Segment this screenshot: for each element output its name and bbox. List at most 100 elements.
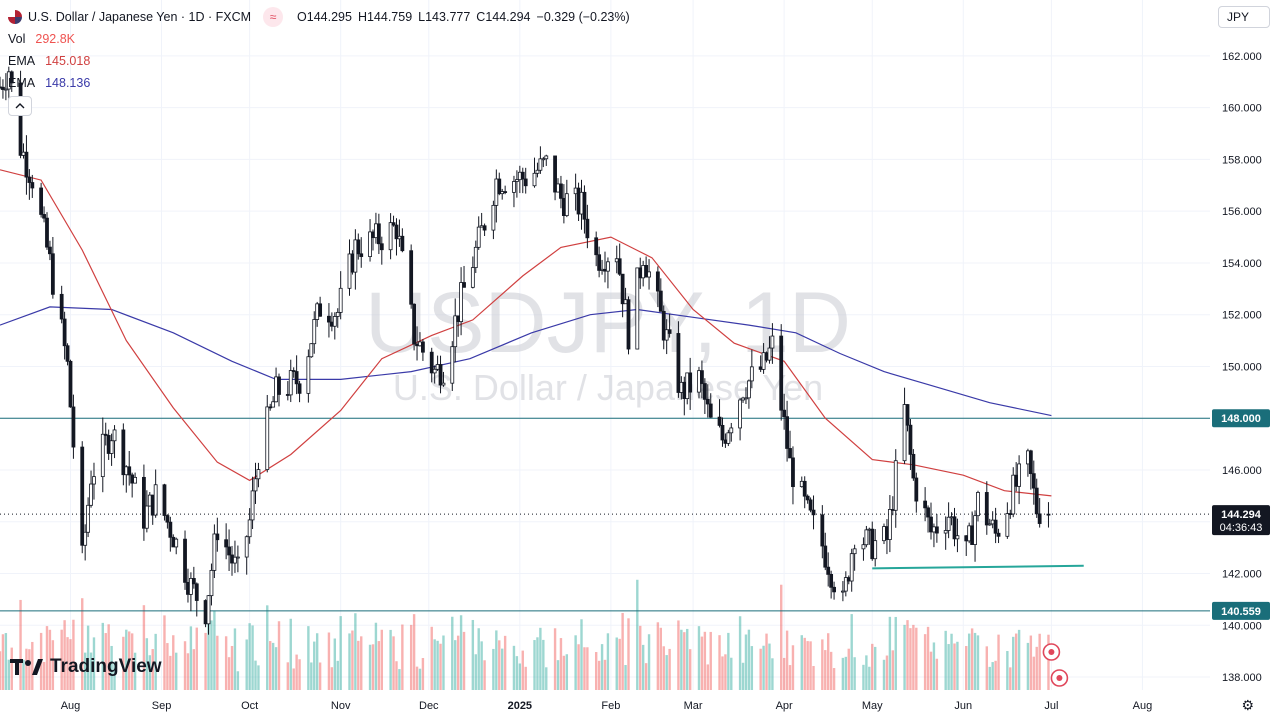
volume-bar — [169, 655, 172, 690]
volume-bar — [780, 584, 783, 690]
volume-bar — [380, 629, 383, 690]
volume-bar — [600, 644, 604, 690]
candle-body — [873, 540, 878, 560]
volume-bar — [69, 639, 72, 690]
volume-bar — [45, 626, 49, 690]
volume-bar — [315, 633, 319, 690]
volume-bar — [1, 634, 5, 690]
volume-bar — [871, 643, 874, 690]
candle-body — [840, 590, 845, 593]
volume-bar — [909, 628, 912, 690]
candle-body — [717, 416, 722, 426]
volume-bar — [615, 637, 618, 690]
candle-body — [45, 217, 49, 248]
candle-body — [553, 155, 557, 193]
candle-body — [943, 530, 948, 534]
price-tick-label: 160.000 — [1222, 103, 1262, 115]
volume-bar — [60, 629, 63, 690]
candle-body — [459, 282, 463, 322]
volume-bar — [606, 633, 610, 690]
volume-bar — [703, 631, 707, 690]
symbol-title[interactable]: U.S. Dollar / Japanese Yen · 1D · FXCM — [28, 10, 252, 24]
volume-bar — [451, 616, 454, 690]
indicators-badge-icon[interactable]: ≈ — [263, 7, 284, 27]
volume-bar — [515, 656, 519, 690]
candle-body — [538, 158, 543, 171]
volume-bar — [747, 629, 751, 690]
volume-bar — [727, 632, 730, 690]
volume-label: Vol — [8, 32, 26, 46]
volume-bar — [562, 655, 566, 690]
volume-bar — [644, 663, 648, 690]
volume-bar — [92, 637, 96, 690]
candle-body — [644, 265, 649, 278]
collapse-legend-button[interactable] — [8, 96, 32, 116]
candle-body — [617, 258, 622, 275]
tradingview-logo[interactable]: TradingView — [10, 656, 162, 678]
candle-body — [791, 457, 795, 488]
volume-bar — [706, 664, 709, 690]
candle-body — [514, 179, 519, 182]
currency-selector[interactable]: JPY — [1218, 6, 1270, 28]
candle-body — [497, 178, 502, 195]
volume-bar — [66, 637, 69, 690]
candle-body — [823, 545, 828, 568]
volume-bar — [765, 633, 768, 690]
volume-bar — [357, 640, 360, 690]
candle-body — [647, 271, 651, 278]
chart-watermark: USDJPY, 1D U.S. Dollar / Japanese Yen — [365, 275, 851, 408]
volume-bar — [233, 628, 237, 690]
volume-bar — [821, 639, 824, 690]
candle-body — [142, 476, 146, 529]
volume-bar — [412, 614, 416, 690]
candle-body — [661, 310, 666, 341]
candle-body — [165, 515, 170, 523]
volume-bar — [433, 639, 436, 690]
candle-body — [597, 254, 602, 271]
volume-bar — [207, 615, 210, 690]
volume-bar — [333, 638, 337, 690]
volume-bar — [597, 660, 601, 690]
candle-body — [194, 583, 199, 601]
ohlc-values: O144.295 H144.759 L143.777 C144.294 −0.3… — [297, 5, 630, 29]
candle-body — [83, 531, 88, 546]
volume-bar — [923, 634, 927, 690]
candle-body — [453, 315, 458, 348]
volume-bar — [313, 641, 316, 690]
volume-bar — [639, 625, 642, 690]
volume-bar — [624, 665, 627, 690]
time-tick-label: Aug — [61, 700, 81, 712]
volume-bar — [850, 614, 853, 690]
volume-bar — [133, 652, 137, 690]
ema200-line — [0, 306, 1052, 417]
settings-gear-icon[interactable]: ⚙ — [1241, 697, 1254, 713]
volume-bar — [891, 650, 895, 690]
candle-body — [1031, 473, 1036, 489]
volume-bar — [721, 656, 724, 690]
chart-legend: U.S. Dollar / Japanese Yen · 1D · FXCM ≈… — [8, 6, 630, 116]
legend-ema200-row[interactable]: EMA 148.136 — [8, 72, 630, 94]
candle-body — [955, 535, 960, 540]
ohlc-change: −0.329 (−0.23%) — [536, 10, 630, 24]
legend-volume-row[interactable]: Vol 292.8K — [8, 28, 630, 50]
candle-body — [926, 507, 930, 518]
candle-body — [109, 440, 114, 454]
volume-bar — [183, 641, 187, 690]
candle-body — [520, 171, 525, 180]
time-axis: Aug Sep Oct Nov Dec 2025 Feb Mar Apr May Jun Jul Aug — [61, 700, 1153, 712]
volume-bar — [847, 648, 850, 690]
candle-body — [450, 346, 455, 384]
volume-bar — [286, 662, 290, 690]
volume-bar — [271, 642, 275, 690]
ema200-label: EMA — [8, 76, 36, 90]
candle-body — [973, 515, 977, 545]
volume-bar — [498, 640, 501, 690]
legend-ema50-row[interactable]: EMA 145.018 — [8, 50, 630, 72]
volume-bar — [621, 612, 624, 690]
candle-body — [482, 225, 487, 231]
volume-bar — [459, 615, 463, 690]
volume-bar — [865, 655, 868, 690]
volume-bar — [844, 656, 848, 690]
candle-body — [256, 469, 261, 480]
